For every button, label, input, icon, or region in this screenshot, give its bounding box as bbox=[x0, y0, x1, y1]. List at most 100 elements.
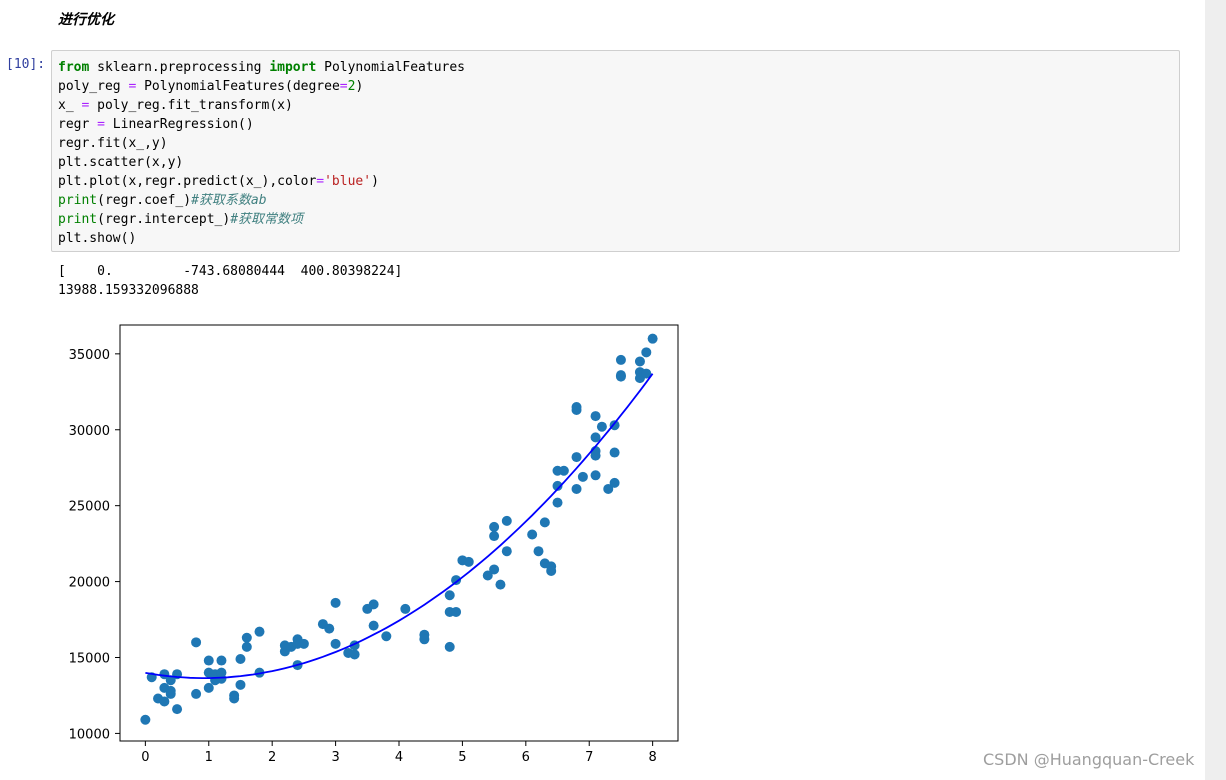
scatter-point bbox=[577, 471, 588, 482]
scatter-point bbox=[381, 631, 392, 642]
scatter-point bbox=[159, 696, 170, 707]
code-token: plt.show() bbox=[58, 231, 137, 246]
x-tick-label: 5 bbox=[458, 750, 466, 765]
scatter-point bbox=[216, 673, 227, 684]
code-token: (regr.intercept_) bbox=[97, 212, 231, 227]
code-token: = bbox=[316, 174, 325, 189]
scatter-point bbox=[647, 333, 658, 344]
scatter-point bbox=[501, 515, 512, 526]
code-token: regr.fit(x_,y) bbox=[58, 136, 168, 151]
scatter-point bbox=[451, 575, 462, 586]
scatter-point bbox=[419, 634, 430, 645]
scatter-point bbox=[229, 693, 240, 704]
scatter-point bbox=[571, 452, 582, 463]
scatter-point bbox=[254, 626, 265, 637]
cell-prompt: [10]: bbox=[6, 57, 46, 72]
scatter-point bbox=[571, 483, 582, 494]
scatter-point bbox=[368, 599, 379, 610]
scatter-point bbox=[558, 465, 569, 476]
code-cell-editor[interactable]: from sklearn.preprocessing import Polyno… bbox=[51, 50, 1180, 252]
scatter-point bbox=[590, 432, 601, 443]
scatter-point bbox=[191, 688, 202, 699]
fit-line bbox=[145, 373, 654, 680]
x-tick-label: 4 bbox=[395, 750, 403, 765]
code-text[interactable]: from sklearn.preprocessing import Polyno… bbox=[58, 58, 465, 248]
scatter-point bbox=[203, 655, 214, 666]
x-tick-label: 0 bbox=[141, 750, 149, 765]
scatter-point bbox=[235, 654, 246, 665]
scatter-point bbox=[482, 570, 493, 581]
scatter-point bbox=[241, 641, 252, 652]
code-token: sklearn.preprocessing bbox=[89, 60, 270, 75]
scatter-point bbox=[191, 637, 202, 648]
y-tick-label: 30000 bbox=[69, 424, 110, 439]
y-tick-label: 15000 bbox=[69, 651, 110, 666]
scatter-point bbox=[165, 675, 176, 686]
code-token: plt.plot(x,regr.predict(x_),color bbox=[58, 174, 317, 189]
code-token: poly_reg.fit_transform(x) bbox=[89, 98, 293, 113]
scatter-point bbox=[463, 556, 474, 567]
code-line: print(regr.coef_)#获取系数ab bbox=[58, 191, 465, 210]
code-token: = bbox=[128, 79, 137, 94]
code-token: #获取常数项 bbox=[230, 212, 304, 227]
code-line: x_ = poly_reg.fit_transform(x) bbox=[58, 96, 465, 115]
scatter-point bbox=[552, 480, 563, 491]
scatter-point bbox=[590, 450, 601, 461]
scatter-point bbox=[495, 579, 506, 590]
scatter-point bbox=[235, 679, 246, 690]
scatter-point bbox=[489, 564, 500, 575]
code-token: = bbox=[97, 117, 105, 132]
code-token: from bbox=[58, 60, 90, 75]
watermark: CSDN @Huangquan-Creek bbox=[983, 750, 1195, 769]
scatter-point bbox=[349, 649, 360, 660]
x-tick-label: 2 bbox=[268, 750, 276, 765]
y-tick-label: 35000 bbox=[69, 348, 110, 363]
scatter-point bbox=[140, 714, 151, 725]
scatter-point bbox=[172, 704, 183, 715]
code-line: plt.show() bbox=[58, 229, 465, 248]
y-tick-label: 25000 bbox=[69, 500, 110, 515]
scatter-point bbox=[501, 546, 512, 557]
scatter-point bbox=[615, 371, 626, 382]
cell-output-text: [ 0. -743.68080444 400.80398224] 13988.15… bbox=[58, 262, 402, 300]
code-token: PolynomialFeatures bbox=[316, 60, 466, 75]
code-line: regr.fit(x_,y) bbox=[58, 134, 465, 153]
x-tick-label: 8 bbox=[648, 750, 656, 765]
scatter-point bbox=[609, 477, 620, 488]
scatter-point bbox=[298, 638, 309, 649]
scatter-point bbox=[324, 623, 335, 634]
code-token: LinearRegression() bbox=[104, 117, 254, 132]
y-tick-label: 10000 bbox=[69, 727, 110, 742]
code-token: (regr.coef_) bbox=[97, 193, 192, 208]
code-token: 2 bbox=[347, 79, 356, 94]
code-token: x_ bbox=[58, 98, 82, 113]
scatter-point bbox=[552, 497, 563, 508]
scatter-point bbox=[330, 597, 341, 608]
scatter-point bbox=[546, 565, 557, 576]
y-tick-label: 20000 bbox=[69, 576, 110, 591]
code-token: poly_reg bbox=[58, 79, 129, 94]
scatter-point bbox=[571, 401, 582, 412]
scatter-point bbox=[609, 447, 620, 458]
scatter-point bbox=[539, 517, 550, 528]
scatter-point bbox=[527, 529, 538, 540]
scatter-point bbox=[489, 521, 500, 532]
scatter-point bbox=[400, 603, 411, 614]
code-token: 'blue' bbox=[324, 174, 372, 189]
scatter-point bbox=[489, 531, 500, 542]
x-tick-label: 1 bbox=[205, 750, 213, 765]
scatter-point bbox=[216, 655, 227, 666]
scatter-point bbox=[634, 356, 645, 367]
code-token: import bbox=[269, 60, 317, 75]
scatter-point bbox=[241, 632, 252, 643]
code-token: = bbox=[339, 79, 348, 94]
markdown-heading: 进行优化 bbox=[58, 12, 114, 28]
scatter-point bbox=[165, 688, 176, 699]
code-line: plt.plot(x,regr.predict(x_),color='blue'… bbox=[58, 172, 465, 191]
code-token: print bbox=[58, 212, 98, 227]
scatter-point bbox=[451, 606, 462, 617]
scatter-point bbox=[203, 682, 214, 693]
scatter-point bbox=[641, 347, 652, 358]
scatter-point bbox=[615, 354, 626, 365]
code-token: PolynomialFeatures(degree bbox=[136, 79, 340, 94]
